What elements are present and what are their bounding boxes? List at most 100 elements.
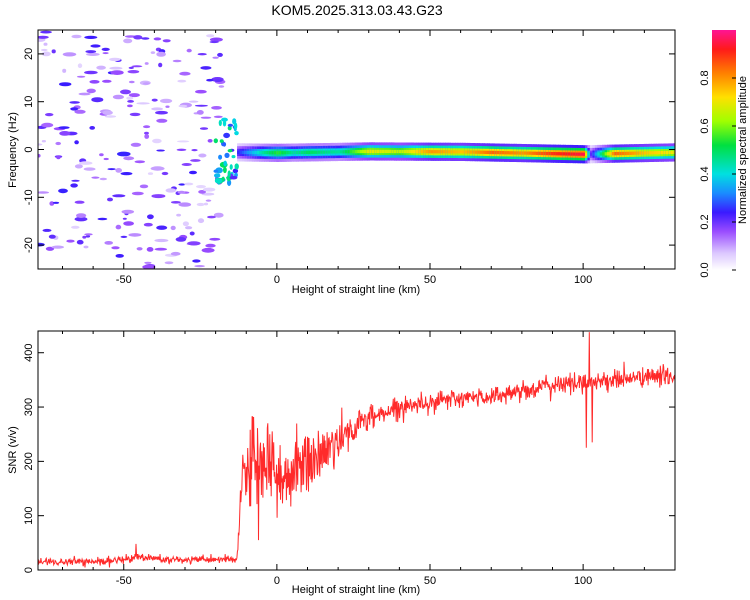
spectrogram-noise-cell bbox=[156, 225, 168, 230]
spectrogram-signal-cell bbox=[308, 150, 312, 154]
spectrogram-signal-cell bbox=[592, 152, 596, 156]
y-tick-label: 20 bbox=[23, 48, 35, 60]
spectrogram-signal-cell bbox=[597, 152, 601, 156]
snr-y-axis-label: SNR (v/v) bbox=[7, 426, 19, 474]
spectrogram-noise-cell bbox=[205, 199, 212, 202]
spectrogram-noise-cell bbox=[195, 89, 207, 94]
spectrogram-noise-cell bbox=[128, 80, 135, 84]
spectrogram-signal-cell bbox=[408, 149, 412, 154]
spectrogram-noise-cell bbox=[190, 159, 201, 162]
spectrogram-noise-cell bbox=[58, 188, 68, 194]
spectrogram-signal-cell bbox=[354, 150, 358, 154]
spectrogram-signal-cell bbox=[384, 149, 388, 154]
spectrogram-noise-cell bbox=[89, 80, 100, 84]
spectrogram-noise-cell bbox=[70, 183, 78, 188]
spectrogram-signal-cell bbox=[303, 150, 307, 155]
spectrogram-noise-cell bbox=[155, 110, 168, 115]
spectrogram-noise-cell bbox=[175, 237, 187, 242]
spectrogram-noise-cell bbox=[212, 56, 219, 59]
spectrogram-noise-cell bbox=[181, 163, 192, 166]
spectrogram-signal-cell bbox=[494, 150, 498, 155]
spectrogram-transition-cell bbox=[229, 164, 233, 170]
spectrogram-signal-cell bbox=[658, 151, 662, 155]
spectrogram-noise-cell bbox=[90, 44, 101, 48]
spectrogram-noise-cell bbox=[86, 52, 100, 57]
spectrogram-signal-cell bbox=[594, 152, 598, 156]
spectrogram-noise-cell bbox=[186, 48, 192, 53]
spectrogram-signal-cell bbox=[376, 149, 380, 154]
spectrogram-noise-cell bbox=[41, 140, 47, 143]
spectrogram-noise-cell bbox=[123, 38, 133, 44]
spectrogram-noise-cell bbox=[48, 234, 56, 239]
spectrogram-noise-cell bbox=[164, 261, 174, 265]
spectrogram-noise-cell bbox=[139, 184, 149, 189]
spectrogram-signal-cell bbox=[602, 152, 606, 156]
spectrogram-signal-cell bbox=[491, 150, 495, 155]
spectrogram-noise-cell bbox=[74, 140, 79, 145]
spectrogram-signal-cell bbox=[560, 152, 564, 156]
spectrogram-signal-cell bbox=[313, 150, 317, 154]
spectrogram-signal-cell bbox=[585, 152, 588, 156]
spectrogram-signal-cell bbox=[398, 149, 402, 154]
spectrogram-noise-cell bbox=[176, 148, 187, 151]
spectrogram-noise-cell bbox=[209, 237, 221, 241]
snr-frame bbox=[37, 330, 676, 571]
spectrogram-noise-cell bbox=[214, 79, 223, 82]
spectrogram-noise-cell bbox=[192, 259, 201, 263]
spectrogram-signal-cell bbox=[467, 150, 471, 154]
y-tick-label: 200 bbox=[23, 452, 35, 470]
spectrogram-noise-cell bbox=[150, 166, 165, 171]
spectrogram-noise-cell bbox=[194, 265, 206, 268]
spectrogram-noise-cell bbox=[103, 157, 109, 161]
spectrogram-transition-cell bbox=[223, 132, 231, 139]
spectrogram-signal-cell bbox=[391, 149, 395, 154]
spectrogram-signal-cell bbox=[438, 150, 441, 154]
spectrogram-signal-cell bbox=[477, 150, 481, 154]
spectrogram-noise-cell bbox=[179, 71, 191, 76]
spectrogram-signal-cell bbox=[300, 150, 304, 155]
spectrogram-noise-cell bbox=[158, 62, 163, 68]
spectrogram-noise-cell bbox=[74, 216, 88, 222]
spectrogram-signal-cell bbox=[332, 150, 336, 154]
spectrogram-signal-cell bbox=[393, 149, 397, 154]
spectrogram-noise-cell bbox=[213, 115, 223, 119]
spectrogram-noise-cell bbox=[109, 57, 121, 62]
spectrogram-noise-cell bbox=[123, 156, 135, 161]
spectrogram-noise-cell bbox=[176, 140, 190, 143]
spectrogram-noise-cell bbox=[69, 101, 80, 104]
spectrogram-noise-cell bbox=[71, 34, 82, 39]
spectrogram-signal-cell bbox=[337, 150, 341, 154]
spectrogram-signal-cell bbox=[629, 151, 633, 155]
snr-series-line bbox=[38, 332, 675, 568]
x-tick-label: -50 bbox=[116, 575, 132, 587]
spectrogram-noise-cell bbox=[102, 52, 109, 55]
spectrogram-noise-cell bbox=[127, 70, 140, 74]
y-tick-label: -20 bbox=[23, 237, 35, 253]
spectrogram-noise-cell bbox=[84, 70, 98, 75]
spectrogram-noise-cell bbox=[153, 37, 162, 41]
x-tick-label: -50 bbox=[116, 274, 132, 286]
spectrogram-signal-cell bbox=[609, 152, 613, 156]
spectrogram-x-axis-label: Height of straight line (km) bbox=[292, 284, 420, 296]
spectrogram-noise-cell bbox=[85, 50, 97, 54]
spectrogram-signal-cell bbox=[325, 150, 329, 154]
spectrogram-noise-cell bbox=[144, 261, 152, 264]
spectrogram-noise-cell bbox=[172, 59, 182, 63]
spectrogram-noise-cell bbox=[131, 65, 143, 68]
spectrogram-signal-cell bbox=[577, 152, 581, 156]
spectrogram-signal-cell bbox=[435, 150, 439, 154]
spectrogram-signal-cell bbox=[371, 149, 375, 154]
spectrogram-signal-cell bbox=[256, 150, 260, 155]
spectrogram-signal-cell bbox=[349, 150, 353, 154]
spectrogram-signal-cell bbox=[406, 149, 410, 154]
spectrogram-noise-cell bbox=[184, 182, 194, 186]
spectrogram-noise-cell bbox=[129, 112, 141, 117]
spectrogram-signal-cell bbox=[641, 151, 645, 155]
spectrogram-noise-cell bbox=[70, 107, 79, 111]
spectrogram-signal-cell bbox=[266, 151, 270, 155]
spectrogram-signal-cell bbox=[364, 149, 368, 154]
spectrogram-noise-cell bbox=[156, 118, 168, 123]
x-tick-label: 50 bbox=[424, 575, 436, 587]
spectrogram-noise-cell bbox=[185, 226, 193, 230]
spectrogram-signal-cell bbox=[327, 150, 331, 154]
